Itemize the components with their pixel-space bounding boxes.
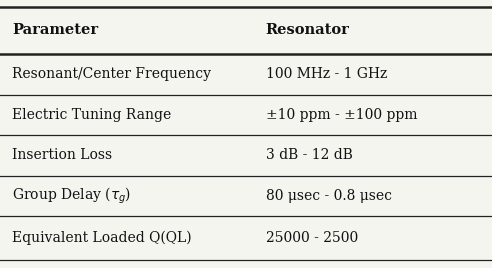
- Text: Parameter: Parameter: [12, 23, 98, 37]
- Text: 3 dB - 12 dB: 3 dB - 12 dB: [266, 148, 353, 162]
- Text: Group Delay ($\tau_{g}$): Group Delay ($\tau_{g}$): [12, 185, 131, 206]
- Text: Resonant/Center Frequency: Resonant/Center Frequency: [12, 67, 211, 81]
- Text: 80 μsec - 0.8 μsec: 80 μsec - 0.8 μsec: [266, 189, 392, 203]
- Text: Resonator: Resonator: [266, 23, 349, 37]
- Text: 25000 - 2500: 25000 - 2500: [266, 231, 358, 245]
- Text: ±10 ppm - ±100 ppm: ±10 ppm - ±100 ppm: [266, 108, 417, 122]
- Text: Insertion Loss: Insertion Loss: [12, 148, 113, 162]
- Text: Electric Tuning Range: Electric Tuning Range: [12, 108, 172, 122]
- Text: 100 MHz - 1 GHz: 100 MHz - 1 GHz: [266, 67, 387, 81]
- Text: Equivalent Loaded Q(QL): Equivalent Loaded Q(QL): [12, 231, 192, 245]
